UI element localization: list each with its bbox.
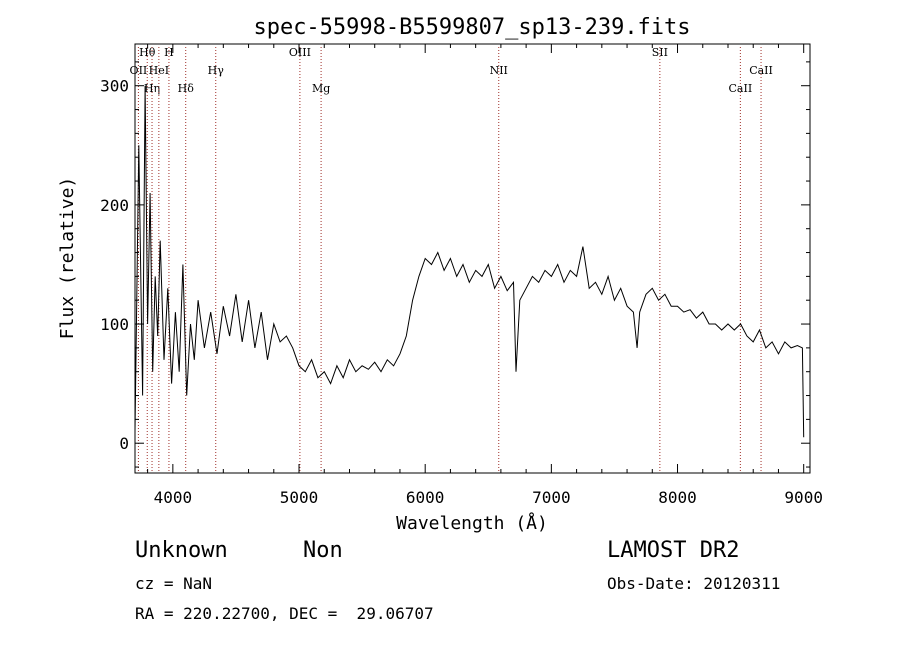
x-tick-label: 4000 [154,488,193,507]
x-tick-label: 9000 [784,488,823,507]
object-subclass: Non [303,538,343,563]
spectral-line-markers: Hθ OII Hη HeI H Hδ Hγ OIII Mg NII SII CaII CaII [130,46,773,473]
survey-name: LAMOST DR2 [607,538,740,563]
marker-label: Hδ [178,82,195,95]
chart-title: spec-55998-B5599807_sp13-239.fits [253,15,690,40]
marker-label: OIII [289,46,311,59]
marker-label: CaII [749,64,773,77]
marker-label: HeI [149,64,169,77]
observation-date: Obs-Date: 20120311 [607,574,781,593]
x-tick-label: 7000 [532,488,571,507]
y-tick-label: 200 [100,196,129,215]
y-axis-label: Flux (relative) [57,177,78,340]
x-tick-label: 8000 [658,488,697,507]
x-tick-label: 5000 [280,488,319,507]
y-axis-ticks: 0 100 200 300 [100,61,810,468]
marker-label: NII [490,64,508,77]
marker-label: OII [130,64,148,77]
marker-label: CaII [729,82,753,95]
y-tick-label: 300 [100,77,129,96]
spectrum-series-line [134,85,805,438]
y-tick-label: 100 [100,315,129,334]
x-axis-ticks: 4000 5000 6000 7000 8000 9000 [147,44,823,507]
marker-label: H [164,46,174,59]
redshift-value: cz = NaN [135,574,213,593]
marker-label: Mg [312,82,330,95]
coordinates: RA = 220.22700, DEC = 29.06707 [135,604,434,623]
marker-label: SII [652,46,668,59]
x-tick-label: 6000 [406,488,445,507]
marker-label: Hθ [139,46,156,59]
plot-frame [134,43,811,474]
x-axis-label: Wavelength (Å) [396,512,548,534]
marker-label: Hγ [208,64,225,77]
y-tick-label: 0 [119,434,129,453]
object-class: Unknown [135,538,228,563]
marker-label: Hη [144,82,160,95]
